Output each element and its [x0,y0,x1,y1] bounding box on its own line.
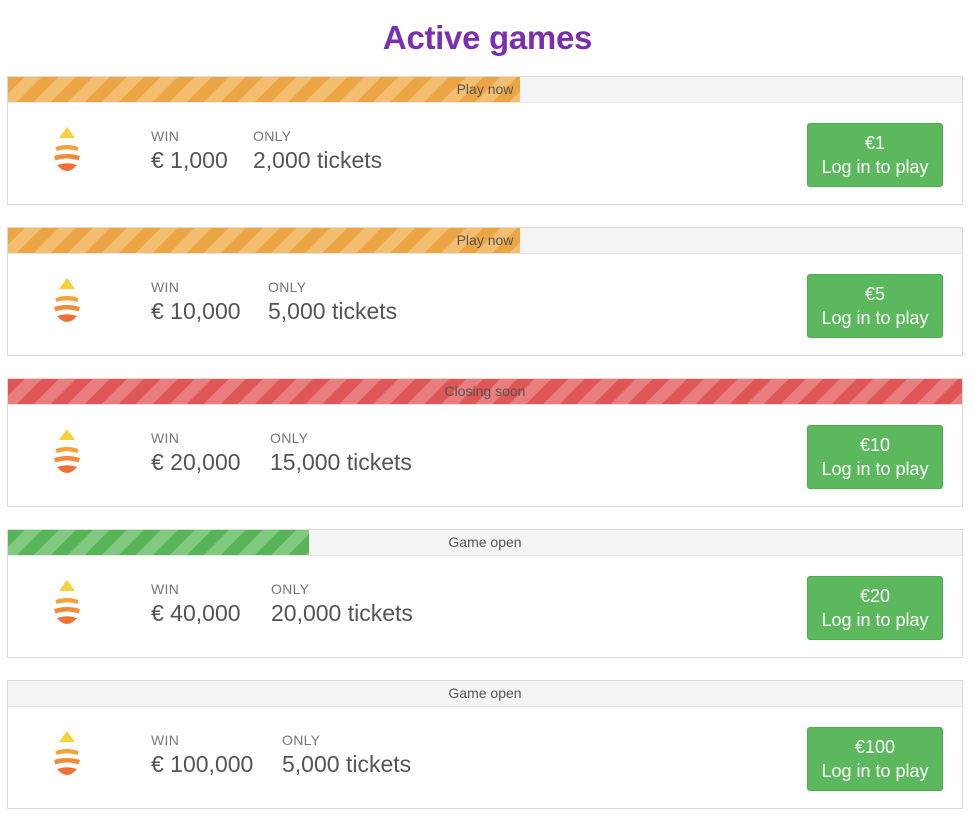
tickets-value: 2,000 tickets [253,147,383,173]
status-bar: Game open [8,681,962,707]
log-in-to-play-button[interactable]: €5 Log in to play [807,274,943,338]
drop-icon [54,580,80,624]
ticket-price: €20 [859,586,891,606]
status-bar: Play now [8,228,962,254]
drop-icon [54,429,80,473]
win-value: € 100,000 [151,751,254,777]
only-label: ONLY [282,732,321,748]
button-label: Log in to play [821,157,929,177]
status-label: Closing soon [444,383,526,399]
ticket-price: €5 [864,284,886,304]
win-column: WIN € 20,000 [151,430,241,478]
drop-icon [54,127,80,171]
status-progress-fill [8,228,521,253]
button-label: Log in to play [821,610,929,630]
only-column: ONLY 5,000 tickets [282,732,411,780]
status-label: Play now [456,81,514,97]
ticket-price: €10 [859,435,891,455]
tickets-value: 5,000 tickets [282,751,412,777]
ticket-price: €100 [854,737,896,757]
log-in-to-play-button[interactable]: €100 Log in to play [807,727,943,791]
status-bar: Game open [8,530,962,556]
win-value: € 1,000 [151,147,228,173]
game-body: WIN € 100,000 ONLY 5,000 tickets €100 Lo… [8,707,962,810]
game-card: Game open WIN € 100,000 ONLY 5,000 ticke… [7,680,963,809]
button-label: Log in to play [821,308,929,328]
win-column: WIN € 1,000 [151,128,228,176]
win-column: WIN € 100,000 [151,732,253,780]
only-label: ONLY [270,430,309,446]
game-card: Play now WIN € 1,000 ONLY 2,000 tickets … [7,76,963,205]
game-card: Closing soon WIN € 20,000 ONLY 15,000 ti… [7,378,963,507]
ticket-price: €1 [864,133,886,153]
only-column: ONLY 20,000 tickets [271,581,413,629]
status-progress-fill [8,530,310,555]
button-label: Log in to play [821,459,929,479]
only-column: ONLY 5,000 tickets [268,279,397,327]
status-label: Play now [456,232,514,248]
only-label: ONLY [271,581,310,597]
game-body: WIN € 20,000 ONLY 15,000 tickets €10 Log… [8,405,962,508]
log-in-to-play-button[interactable]: €1 Log in to play [807,123,943,187]
tickets-value: 15,000 tickets [270,449,412,475]
tickets-value: 20,000 tickets [271,600,413,626]
game-body: WIN € 1,000 ONLY 2,000 tickets €1 Log in… [8,103,962,206]
win-label: WIN [151,128,180,144]
page-title: Active games [382,19,593,56]
win-label: WIN [151,430,180,446]
game-body: WIN € 10,000 ONLY 5,000 tickets €5 Log i… [8,254,962,357]
only-column: ONLY 2,000 tickets [253,128,382,176]
game-card: Play now WIN € 10,000 ONLY 5,000 tickets… [7,227,963,356]
button-label: Log in to play [821,761,929,781]
game-body: WIN € 40,000 ONLY 20,000 tickets €20 Log… [8,556,962,659]
status-progress-fill [8,77,521,102]
status-bar: Closing soon [8,379,962,405]
status-bar: Play now [8,77,962,103]
drop-icon [54,731,80,775]
log-in-to-play-button[interactable]: €10 Log in to play [807,425,943,489]
win-value: € 40,000 [151,600,241,626]
status-label: Game open [448,534,522,550]
tickets-value: 5,000 tickets [268,298,398,324]
win-column: WIN € 40,000 [151,581,241,629]
win-label: WIN [151,732,180,748]
drop-icon [54,278,80,322]
only-label: ONLY [268,279,307,295]
win-label: WIN [151,279,180,295]
status-progress-fill [8,379,962,404]
win-label: WIN [151,581,180,597]
only-label: ONLY [253,128,292,144]
status-label: Game open [448,685,522,701]
game-card: Game open WIN € 40,000 ONLY 20,000 ticke… [7,529,963,658]
only-column: ONLY 15,000 tickets [270,430,412,478]
log-in-to-play-button[interactable]: €20 Log in to play [807,576,943,640]
win-value: € 10,000 [151,298,241,324]
win-column: WIN € 10,000 [151,279,241,327]
win-value: € 20,000 [151,449,241,475]
